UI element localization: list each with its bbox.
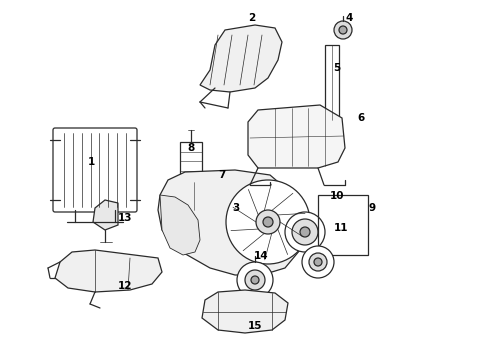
FancyBboxPatch shape [53, 128, 137, 212]
Text: 3: 3 [232, 203, 239, 213]
Circle shape [285, 212, 325, 252]
Polygon shape [158, 170, 302, 275]
Text: 10: 10 [330, 191, 344, 201]
Polygon shape [160, 195, 200, 255]
Text: 15: 15 [248, 321, 263, 331]
Polygon shape [93, 200, 118, 230]
Circle shape [292, 219, 318, 245]
Text: 8: 8 [187, 143, 194, 153]
Polygon shape [200, 25, 282, 92]
Polygon shape [202, 290, 288, 333]
Text: 7: 7 [218, 170, 225, 180]
Polygon shape [55, 250, 162, 292]
Circle shape [245, 270, 265, 290]
Circle shape [256, 210, 280, 234]
Text: 4: 4 [345, 13, 352, 23]
Circle shape [300, 227, 310, 237]
Text: 2: 2 [248, 13, 255, 23]
Text: 9: 9 [368, 203, 375, 213]
Polygon shape [168, 182, 220, 210]
Circle shape [334, 21, 352, 39]
Bar [318, 195, 368, 255]
Bar [325, 45, 339, 120]
Text: 1: 1 [88, 157, 95, 167]
Circle shape [309, 253, 327, 271]
Text: 12: 12 [118, 281, 132, 291]
Text: 14: 14 [254, 251, 269, 261]
Circle shape [339, 26, 347, 34]
Text: 11: 11 [334, 223, 348, 233]
Circle shape [251, 276, 259, 284]
Circle shape [237, 262, 273, 298]
Circle shape [302, 246, 334, 278]
Polygon shape [248, 105, 345, 168]
Text: 13: 13 [118, 213, 132, 223]
Text: 5: 5 [333, 63, 340, 73]
Text: 6: 6 [357, 113, 364, 123]
Circle shape [314, 258, 322, 266]
Circle shape [263, 217, 273, 227]
Circle shape [226, 180, 310, 264]
Bar [180, 142, 202, 180]
